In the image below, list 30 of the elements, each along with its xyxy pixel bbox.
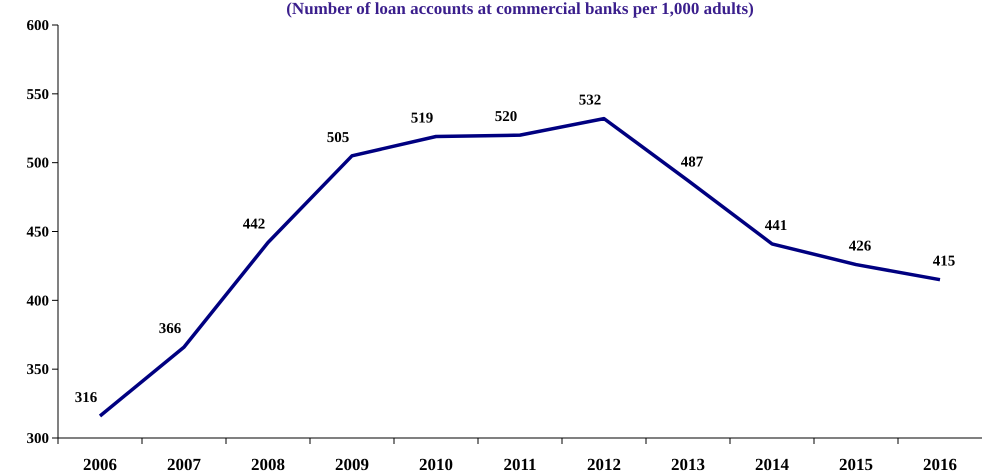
y-tick-label: 300: [26, 431, 49, 447]
data-label: 505: [326, 130, 350, 146]
data-label: 366: [158, 321, 182, 338]
x-tick-label: 2016: [923, 455, 957, 474]
y-tick-label: 400: [26, 293, 49, 310]
x-tick-label: 2012: [587, 455, 621, 474]
x-tick-label: 2009: [335, 455, 369, 474]
chart-title: (Number of loan accounts at commercial banks per 1,000 adults): [286, 0, 754, 18]
data-label: 415: [932, 254, 956, 270]
y-tick-label: 350: [26, 362, 49, 378]
x-tick-label: 2006: [83, 455, 117, 474]
y-tick-label: 550: [26, 86, 49, 103]
data-label: 426: [848, 238, 872, 255]
x-tick-label: 2007: [167, 455, 202, 474]
x-tick-label: 2011: [503, 455, 537, 474]
data-label: 442: [242, 216, 266, 233]
x-tick-label: 2008: [251, 455, 285, 474]
x-tick-label: 2010: [419, 455, 453, 474]
data-label: 532: [578, 92, 602, 109]
data-label: 520: [494, 109, 518, 126]
data-label: 519: [410, 110, 434, 127]
data-label: 487: [680, 154, 704, 171]
data-label: 441: [764, 218, 788, 234]
data-label: 316: [74, 390, 98, 406]
x-tick-label: 2014: [755, 455, 790, 474]
y-tick-label: 600: [26, 18, 49, 34]
x-tick-label: 2013: [671, 455, 705, 474]
y-tick-label: 500: [26, 156, 49, 172]
x-tick-label: 2015: [839, 455, 873, 474]
y-tick-label: 450: [26, 224, 49, 240]
